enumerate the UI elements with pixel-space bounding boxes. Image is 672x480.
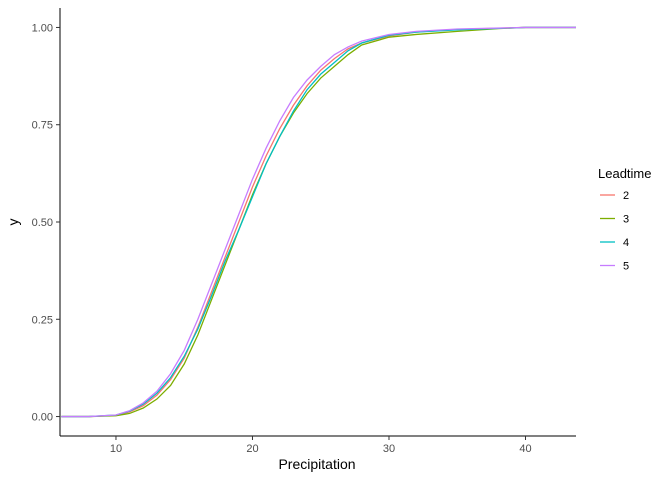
x-tick-label: 40 [519,443,531,455]
y-tick-label: 0.75 [32,120,53,132]
legend-label: 2 [623,190,629,202]
series-line-2 [61,26,576,418]
y-tick-label: 1.00 [32,22,53,34]
x-tick-label: 30 [383,443,395,455]
y-tick-label: 0.25 [32,314,53,326]
legend-title: Leadtime [598,166,651,181]
y-tick-label: 0.00 [32,412,53,424]
x-tick-label: 20 [246,443,258,455]
legend-label: 3 [623,214,629,226]
legend-label: 4 [623,237,629,249]
legend-items: 2 3 4 5 [600,190,629,273]
series-line-3 [61,26,576,418]
axis-layer [59,8,576,437]
y-tick-label: 0.50 [32,217,53,229]
series-line-5 [61,26,576,418]
tick-layer: 10 20 30 40 0.00 0.25 0.50 0.75 1.00 [32,22,532,455]
legend-label: 5 [623,261,629,273]
legend: Leadtime 2 3 4 5 [598,166,651,273]
legend-item-3: 3 [600,214,629,226]
y-axis-title: y [5,219,21,226]
legend-item-5: 5 [600,261,629,273]
series-line-4 [61,26,576,418]
legend-item-2: 2 [600,190,629,202]
legend-item-4: 4 [600,237,629,249]
x-tick-label: 10 [110,443,122,455]
series-layer [61,26,576,418]
x-axis-title: Precipitation [278,456,355,472]
